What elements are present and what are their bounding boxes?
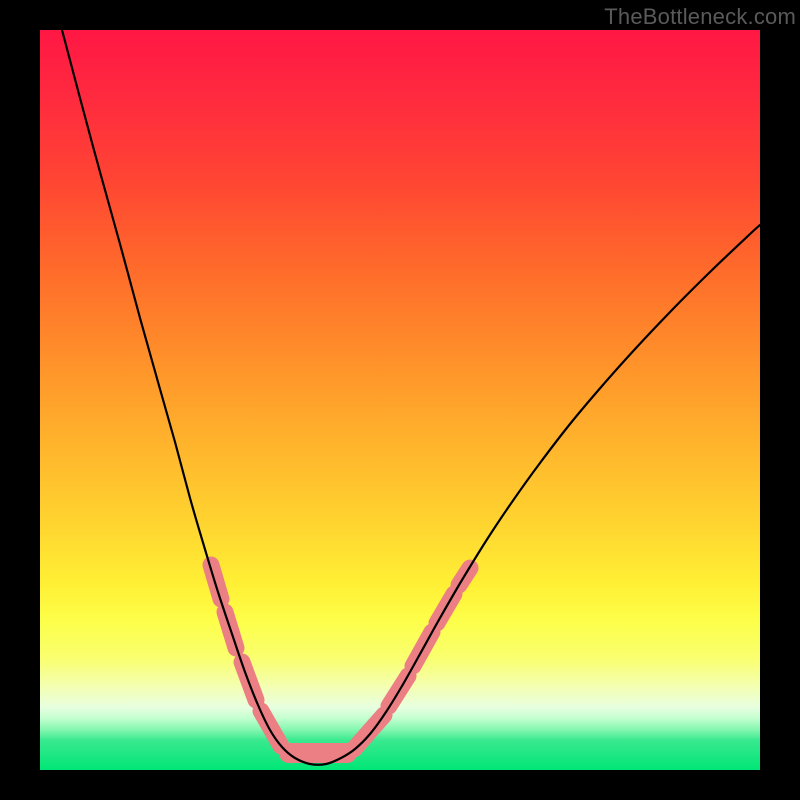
plot-background [40,30,760,770]
bottleneck-chart [0,0,800,800]
watermark-label: TheBottleneck.com [604,4,796,30]
